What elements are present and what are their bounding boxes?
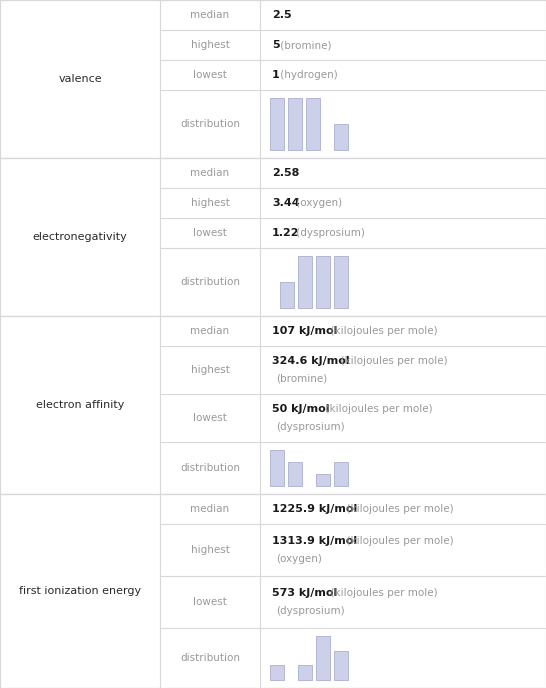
Bar [298, 665, 312, 680]
Text: median: median [191, 168, 229, 178]
Text: (dysprosium): (dysprosium) [276, 422, 345, 431]
Text: lowest: lowest [193, 597, 227, 607]
Text: highest: highest [191, 545, 229, 555]
Bar [288, 98, 302, 150]
Text: (kilojoules per mole): (kilojoules per mole) [324, 588, 438, 598]
Text: 3.44: 3.44 [272, 198, 300, 208]
Bar [298, 256, 312, 308]
Bar [306, 98, 320, 150]
Bar [280, 282, 294, 308]
Text: electron affinity: electron affinity [36, 400, 124, 410]
Text: (kilojoules per mole): (kilojoules per mole) [340, 504, 453, 514]
Text: highest: highest [191, 365, 229, 375]
Text: 2.5: 2.5 [272, 10, 292, 20]
Text: (bromine): (bromine) [277, 40, 332, 50]
Text: 573 kJ/mol: 573 kJ/mol [272, 588, 337, 598]
Text: distribution: distribution [180, 653, 240, 663]
Bar [316, 256, 330, 308]
Text: lowest: lowest [193, 413, 227, 423]
Bar [288, 462, 302, 486]
Text: (dysprosium): (dysprosium) [293, 228, 365, 238]
Bar [0, 158, 546, 316]
Text: 50 kJ/mol: 50 kJ/mol [272, 405, 329, 414]
Text: distribution: distribution [180, 463, 240, 473]
Bar [334, 651, 348, 680]
Text: (oxygen): (oxygen) [293, 198, 342, 208]
Text: 2.58: 2.58 [272, 168, 299, 178]
Text: (dysprosium): (dysprosium) [276, 606, 345, 616]
Text: 5: 5 [272, 40, 280, 50]
Text: lowest: lowest [193, 70, 227, 80]
Text: median: median [191, 10, 229, 20]
Text: 107 kJ/mol: 107 kJ/mol [272, 326, 337, 336]
Bar [270, 98, 284, 150]
Text: median: median [191, 504, 229, 514]
Text: valence: valence [58, 74, 102, 84]
Bar [0, 316, 546, 494]
Text: distribution: distribution [180, 119, 240, 129]
Text: (kilojoules per mole): (kilojoules per mole) [334, 356, 448, 366]
Bar [0, 494, 546, 688]
Bar [270, 450, 284, 486]
Text: distribution: distribution [180, 277, 240, 287]
Text: 1225.9 kJ/mol: 1225.9 kJ/mol [272, 504, 357, 514]
Bar [334, 256, 348, 308]
Text: median: median [191, 326, 229, 336]
Text: (oxygen): (oxygen) [276, 555, 322, 564]
Bar [316, 636, 330, 680]
Text: first ionization energy: first ionization energy [19, 586, 141, 596]
Text: (kilojoules per mole): (kilojoules per mole) [324, 326, 438, 336]
Bar [316, 474, 330, 486]
Text: (bromine): (bromine) [276, 374, 327, 384]
Text: 1: 1 [272, 70, 280, 80]
Text: 324.6 kJ/mol: 324.6 kJ/mol [272, 356, 349, 366]
Bar [270, 665, 284, 680]
Text: lowest: lowest [193, 228, 227, 238]
Text: electronegativity: electronegativity [33, 232, 127, 242]
Bar [334, 462, 348, 486]
Text: (kilojoules per mole): (kilojoules per mole) [319, 405, 432, 414]
Text: highest: highest [191, 198, 229, 208]
Text: 1.22: 1.22 [272, 228, 300, 238]
Text: (hydrogen): (hydrogen) [277, 70, 338, 80]
Bar [0, 0, 546, 158]
Text: highest: highest [191, 40, 229, 50]
Text: (kilojoules per mole): (kilojoules per mole) [340, 536, 453, 546]
Text: 1313.9 kJ/mol: 1313.9 kJ/mol [272, 536, 357, 546]
Bar [334, 124, 348, 150]
